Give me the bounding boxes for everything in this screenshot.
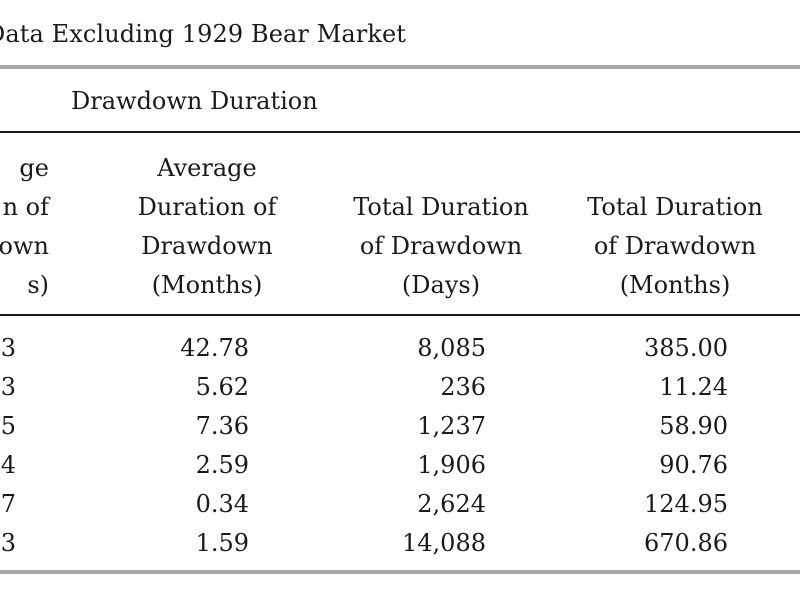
group-header-rule [0, 131, 800, 133]
column-header-line: Drawdown [141, 232, 273, 260]
drawdown-duration-group-header: Drawdown Duration [71, 87, 318, 115]
table-cell: 2.59 [195, 451, 249, 479]
column-header-line: Average [157, 154, 257, 182]
column-header-line: ge [19, 154, 49, 182]
table-title: Data Excluding 1929 Bear Market [0, 20, 407, 48]
column-header-line: (Months) [619, 271, 731, 299]
table-cell: 5 [0, 412, 16, 440]
table-cell: 670.86 [644, 529, 728, 557]
column-header-line: Total Duration [587, 193, 763, 221]
column-header-average-duration-truncated: ge n of own s) [0, 149, 49, 305]
table-cell: 1.59 [195, 529, 249, 557]
table-cell: 7.36 [195, 412, 249, 440]
column-header-rule [0, 314, 800, 316]
table-cell: 8,085 [417, 334, 486, 362]
table-cell: 58.90 [659, 412, 728, 440]
table-cell: 5.62 [195, 373, 249, 401]
table-cell: 3 [0, 373, 16, 401]
table-cell: 124.95 [644, 490, 728, 518]
table-cell: 14,088 [402, 529, 486, 557]
column-header-line: n of [2, 193, 49, 221]
table-cell: 1,906 [417, 451, 486, 479]
column-header-line: (Days) [401, 271, 481, 299]
column-header-average-duration-months: Average Duration of Drawdown (Months) [119, 149, 295, 305]
table-cell: 11.24 [659, 373, 728, 401]
column-header-line: s) [27, 271, 49, 299]
column-header-line: of Drawdown [593, 232, 757, 260]
table-cell: 3 [0, 529, 16, 557]
column-header-line: Total Duration [353, 193, 529, 221]
column-header-total-duration-days: Total Duration of Drawdown (Days) [342, 188, 540, 305]
column-header-line: of Drawdown [359, 232, 523, 260]
table-cell: 42.78 [180, 334, 249, 362]
table-cell: 90.76 [659, 451, 728, 479]
table-cell: 1,237 [417, 412, 486, 440]
table-cell: 236 [440, 373, 486, 401]
table-cell: 3 [0, 334, 16, 362]
column-header-line: own [0, 232, 49, 260]
table-cell: 2,624 [417, 490, 486, 518]
table-cell: 0.34 [195, 490, 249, 518]
table-cell: 4 [0, 451, 16, 479]
column-header-line: Duration of [137, 193, 277, 221]
table-cell: 385.00 [644, 334, 728, 362]
table-cell: 7 [0, 490, 16, 518]
column-header-line: (Months) [151, 271, 263, 299]
column-header-total-duration-months: Total Duration of Drawdown (Months) [574, 188, 776, 305]
top-rule [0, 65, 800, 69]
bottom-rule [0, 570, 800, 574]
